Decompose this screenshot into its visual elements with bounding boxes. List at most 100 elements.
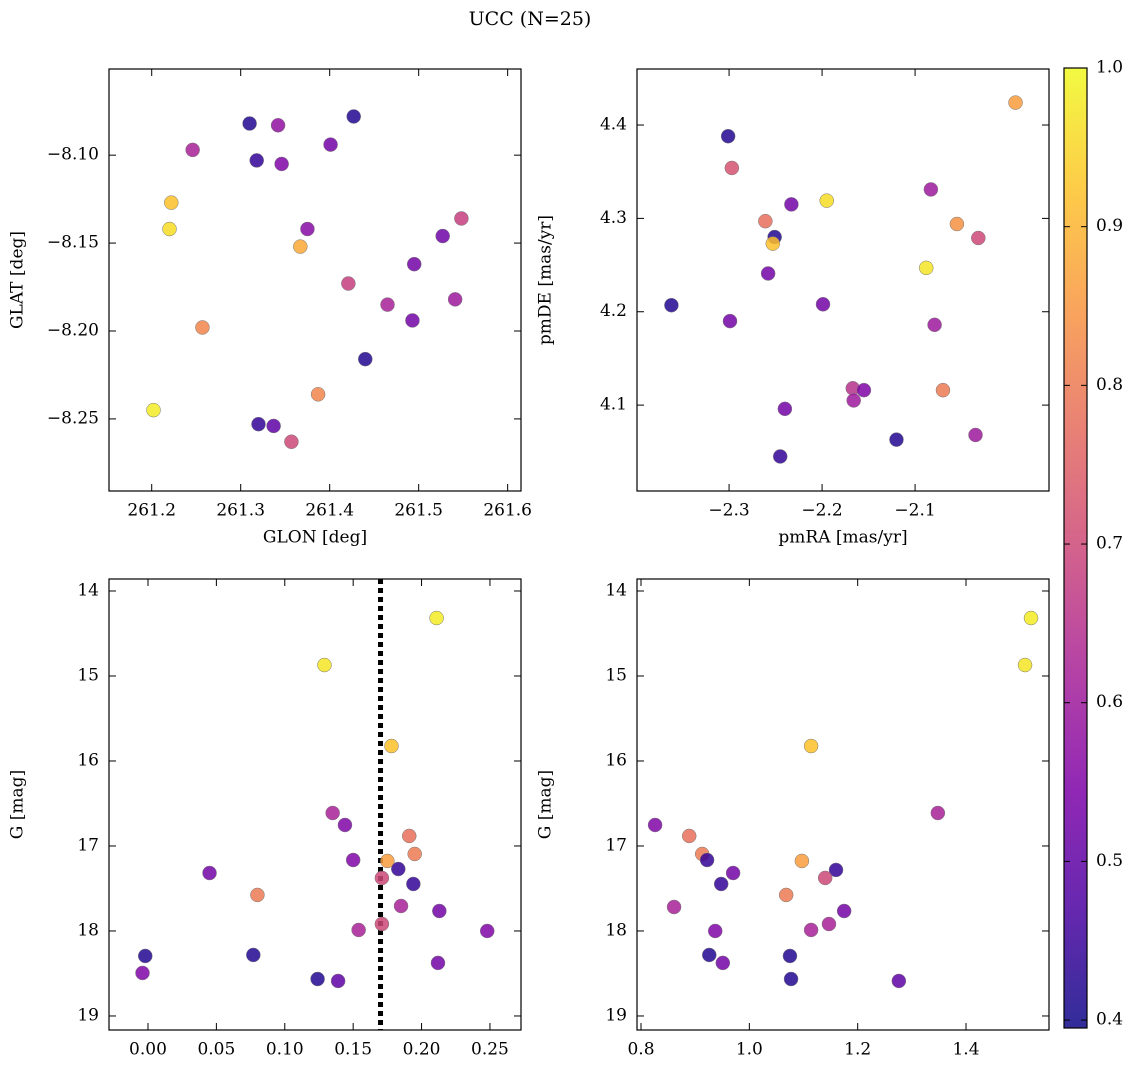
data-point (821, 916, 837, 932)
data-point (242, 116, 257, 131)
data-point (454, 211, 469, 226)
y-tick-label: 16 (77, 750, 99, 770)
panel: 0.00 0.05 0.10 0.15 0.20 0.25 14 15 16 17 18 19 Plx … (8, 578, 522, 1068)
data-point (664, 297, 679, 313)
colorbar-tick-label: 0.6 (1096, 692, 1123, 712)
colorbar-tick-label: 0.4 (1096, 1010, 1123, 1030)
data-point (341, 276, 356, 291)
y-tick-label: 18 (605, 920, 627, 940)
data-point (782, 948, 798, 964)
panel: 261.2 261.3 261.4 261.5 261.6 −8.10 −8.15 −8.20… (8, 68, 532, 548)
y-tick-label: 4.4 (600, 115, 627, 135)
data-point (137, 948, 153, 964)
data-point (384, 738, 399, 754)
x-axis-label: BP-RP [mag] (789, 1067, 898, 1068)
data-point (393, 898, 409, 914)
y-tick-label: −8.10 (47, 145, 99, 165)
data-point (846, 393, 861, 408)
colorbar-tick-label: 0.8 (1096, 375, 1123, 395)
colorbar-tick-label: 0.5 (1096, 851, 1123, 871)
data-point (856, 382, 872, 398)
x-tick-label: 0.10 (266, 1040, 304, 1060)
x-tick-label: 261.3 (216, 501, 265, 521)
colorbar-tick-label: 1.0 (1096, 58, 1123, 78)
data-point (185, 142, 200, 158)
data-point (479, 923, 495, 939)
data-point (250, 887, 265, 903)
data-point (699, 852, 715, 868)
data-point (407, 846, 422, 862)
x-tick-label: −2.2 (801, 501, 842, 521)
y-tick-label: 14 (77, 580, 99, 600)
data-point (300, 221, 315, 237)
data-point (310, 387, 326, 402)
data-point (836, 903, 852, 919)
data-point (284, 434, 299, 450)
data-point (923, 182, 939, 197)
data-point (310, 971, 325, 987)
data-point (828, 862, 844, 878)
data-point (971, 230, 986, 246)
y-tick-label: −8.20 (47, 320, 99, 340)
data-point (715, 955, 731, 971)
x-tick-label: 1.4 (952, 1040, 979, 1060)
y-axis-label: GLAT [deg] (8, 231, 28, 329)
data-point (891, 973, 907, 989)
data-point (724, 160, 740, 176)
data-point (765, 236, 781, 251)
data-point (927, 317, 942, 333)
data-point (401, 828, 417, 844)
colorbar-tick-label: 0.7 (1096, 534, 1123, 554)
data-point (702, 947, 717, 963)
data-point (249, 153, 264, 168)
data-point (380, 297, 395, 312)
data-point (146, 402, 161, 418)
x-tick-label: 0.20 (403, 1040, 441, 1060)
y-tick-label: 19 (605, 1005, 627, 1025)
data-point (435, 228, 450, 244)
data-point (889, 432, 904, 447)
y-axis-label: G [mag] (8, 770, 28, 839)
data-point (270, 118, 286, 133)
data-point (666, 899, 682, 915)
y-tick-label: 4.1 (600, 395, 627, 415)
y-axis-label: pmDE [mas/yr] (536, 215, 556, 345)
y-tick-label: 19 (77, 1005, 99, 1025)
data-point (135, 965, 150, 981)
data-point (935, 382, 951, 398)
x-tick-label: 0.00 (129, 1040, 167, 1060)
plot-frame (636, 68, 1050, 492)
data-point (374, 870, 390, 886)
x-tick-label: 261.2 (127, 501, 176, 521)
y-tick-label: 17 (605, 835, 627, 855)
data-point (430, 955, 446, 971)
data-point (930, 805, 946, 821)
data-point (794, 853, 810, 869)
data-point (358, 351, 373, 367)
data-point (351, 922, 366, 938)
y-tick-label: −8.25 (47, 408, 99, 428)
data-point (1023, 610, 1039, 626)
data-point (323, 137, 338, 152)
data-point (330, 973, 346, 989)
data-point (429, 610, 444, 626)
data-point (647, 817, 663, 833)
data-point (720, 128, 736, 144)
data-point (432, 903, 447, 919)
data-point (317, 657, 332, 673)
x-tick-label: 261.5 (394, 501, 443, 521)
data-point (760, 266, 776, 281)
x-tick-label: 1.2 (844, 1040, 871, 1060)
data-point (266, 418, 281, 434)
panel: −2.3 −2.2 −2.1 4.1 4.2 4.3 4.4 pmRA [mas/yr] pmD… (536, 68, 1050, 548)
data-point (725, 865, 741, 881)
data-point (681, 828, 697, 844)
data-point (1008, 95, 1023, 110)
data-point (949, 216, 965, 232)
y-tick-label: 18 (77, 920, 99, 940)
data-point (406, 256, 422, 272)
panel: 0.8 1.0 1.2 1.4 14 15 16 17 18 19 BP-RP [mag] G [ma… (536, 578, 1050, 1068)
x-tick-label: −2.3 (708, 501, 749, 521)
y-tick-label: 17 (77, 835, 99, 855)
y-tick-label: 15 (605, 665, 627, 685)
